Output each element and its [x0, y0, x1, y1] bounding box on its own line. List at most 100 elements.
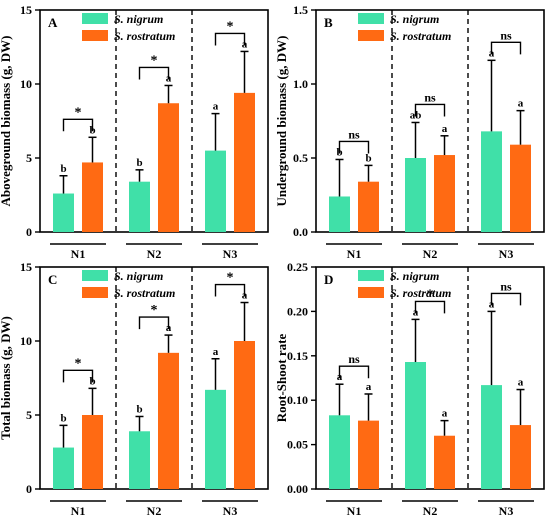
- legend-swatch: [82, 13, 108, 24]
- group-label: N2: [147, 504, 162, 518]
- significance-letter: b: [136, 403, 142, 415]
- y-tick-label: 0: [26, 482, 32, 496]
- y-tick-label: 0.0: [293, 225, 308, 239]
- y-tick-label: 0.05: [287, 438, 308, 452]
- y-tick-label: 0.5: [293, 151, 308, 165]
- bar: [53, 447, 74, 489]
- plot-frame: [39, 9, 269, 233]
- comparison-bracket: [214, 32, 246, 46]
- comparison-label: *: [427, 287, 434, 302]
- comparison-label: *: [151, 303, 158, 318]
- group-label: N1: [347, 504, 362, 518]
- group-label: N1: [71, 247, 86, 261]
- y-tick-label: 10: [20, 77, 32, 91]
- comparison-bracket: [490, 41, 522, 55]
- significance-letter: b: [136, 157, 142, 169]
- y-tick-label: 10: [20, 334, 32, 348]
- comparison-bracket: [62, 369, 94, 383]
- group-label: N3: [223, 504, 238, 518]
- bar: [481, 131, 502, 232]
- significance-letter: a: [213, 346, 219, 358]
- panel-d: 0.00 0.05 0.10 0.15 0.20 0.25 Root-Shoot rate D…: [274, 260, 545, 518]
- bar: [434, 155, 455, 232]
- legend-swatch: [358, 270, 384, 281]
- legend-entry: S. nigrum: [390, 269, 439, 283]
- bar: [129, 181, 150, 232]
- comparison-label: *: [75, 356, 82, 371]
- y-tick-label: 0.10: [287, 393, 308, 407]
- group-label: N2: [423, 504, 438, 518]
- legend-swatch: [358, 30, 384, 41]
- significance-letter: a: [213, 101, 219, 113]
- legend-entry: S. rostratum: [390, 29, 451, 43]
- bar: [158, 103, 179, 233]
- bar: [329, 415, 350, 489]
- bar: [234, 341, 255, 489]
- comparison-bracket: [414, 300, 446, 314]
- panel-letter: A: [48, 15, 58, 30]
- legend-swatch: [82, 30, 108, 41]
- comparison-label: *: [75, 105, 82, 120]
- comparison-bracket: [62, 118, 94, 132]
- plot-frame: [315, 266, 545, 490]
- bar: [82, 415, 103, 489]
- bar: [405, 362, 426, 489]
- comparison-bracket: [214, 283, 246, 297]
- y-tick-label: 0.00: [287, 482, 308, 496]
- y-tick-label: 0.25: [287, 260, 308, 274]
- y-tick-label: 5: [26, 408, 32, 422]
- comparison-bracket: [338, 365, 370, 379]
- plot-frame: [315, 9, 545, 233]
- group-label: N1: [71, 504, 86, 518]
- legend-entry: S. rostratum: [114, 29, 175, 43]
- y-axis-label: Underground biomass (g, DW): [274, 36, 289, 207]
- group-label: N3: [223, 247, 238, 261]
- y-tick-label: 0: [26, 225, 32, 239]
- legend-entry: S. rostratum: [390, 286, 451, 300]
- significance-letter: b: [60, 412, 66, 424]
- y-tick-label: 15: [20, 260, 32, 274]
- y-axis-label: Aboveground biomass (g, DW): [0, 36, 13, 207]
- panel-letter: C: [48, 272, 57, 287]
- comparison-label: *: [151, 53, 158, 68]
- group-label: N2: [423, 247, 438, 261]
- bar: [82, 162, 103, 232]
- y-tick-label: 0.15: [287, 349, 308, 363]
- bar: [510, 144, 531, 232]
- bar: [205, 150, 226, 232]
- group-label: N3: [499, 247, 514, 261]
- bar: [510, 425, 531, 489]
- y-axis-label: Root-Shoot rate: [274, 334, 289, 423]
- significance-letter: a: [518, 377, 524, 389]
- bar: [434, 435, 455, 489]
- significance-letter: b: [60, 163, 66, 175]
- comparison-bracket: [490, 292, 522, 306]
- y-tick-label: 5: [26, 151, 32, 165]
- panel-b: 0.0 0.5 1.0 1.5 Underground biomass (g, DW) B…: [274, 3, 545, 261]
- comparison-label: ns: [348, 127, 360, 141]
- bar: [129, 431, 150, 489]
- comparison-bracket: [338, 140, 370, 154]
- legend-entry: S. nigrum: [114, 269, 163, 283]
- bar: [358, 181, 379, 232]
- bar: [358, 420, 379, 489]
- bar: [158, 352, 179, 489]
- y-tick-label: 0.20: [287, 304, 308, 318]
- legend-swatch: [82, 270, 108, 281]
- significance-letter: b: [365, 152, 371, 164]
- y-axis-label: Total biomass (g, DW): [0, 316, 13, 440]
- y-tick-label: 1.5: [293, 3, 308, 17]
- significance-letter: a: [366, 381, 372, 393]
- legend-entry: S. nigrum: [114, 12, 163, 26]
- comparison-label: ns: [348, 352, 360, 366]
- bar: [53, 193, 74, 232]
- panel-letter: D: [324, 272, 333, 287]
- comparison-bracket: [138, 316, 170, 330]
- legend-swatch: [358, 287, 384, 298]
- panel-letter: B: [324, 15, 333, 30]
- group-label: N1: [347, 247, 362, 261]
- y-tick-label: 1.0: [293, 77, 308, 91]
- plot-frame: [39, 266, 269, 490]
- comparison-label: ns: [500, 28, 512, 42]
